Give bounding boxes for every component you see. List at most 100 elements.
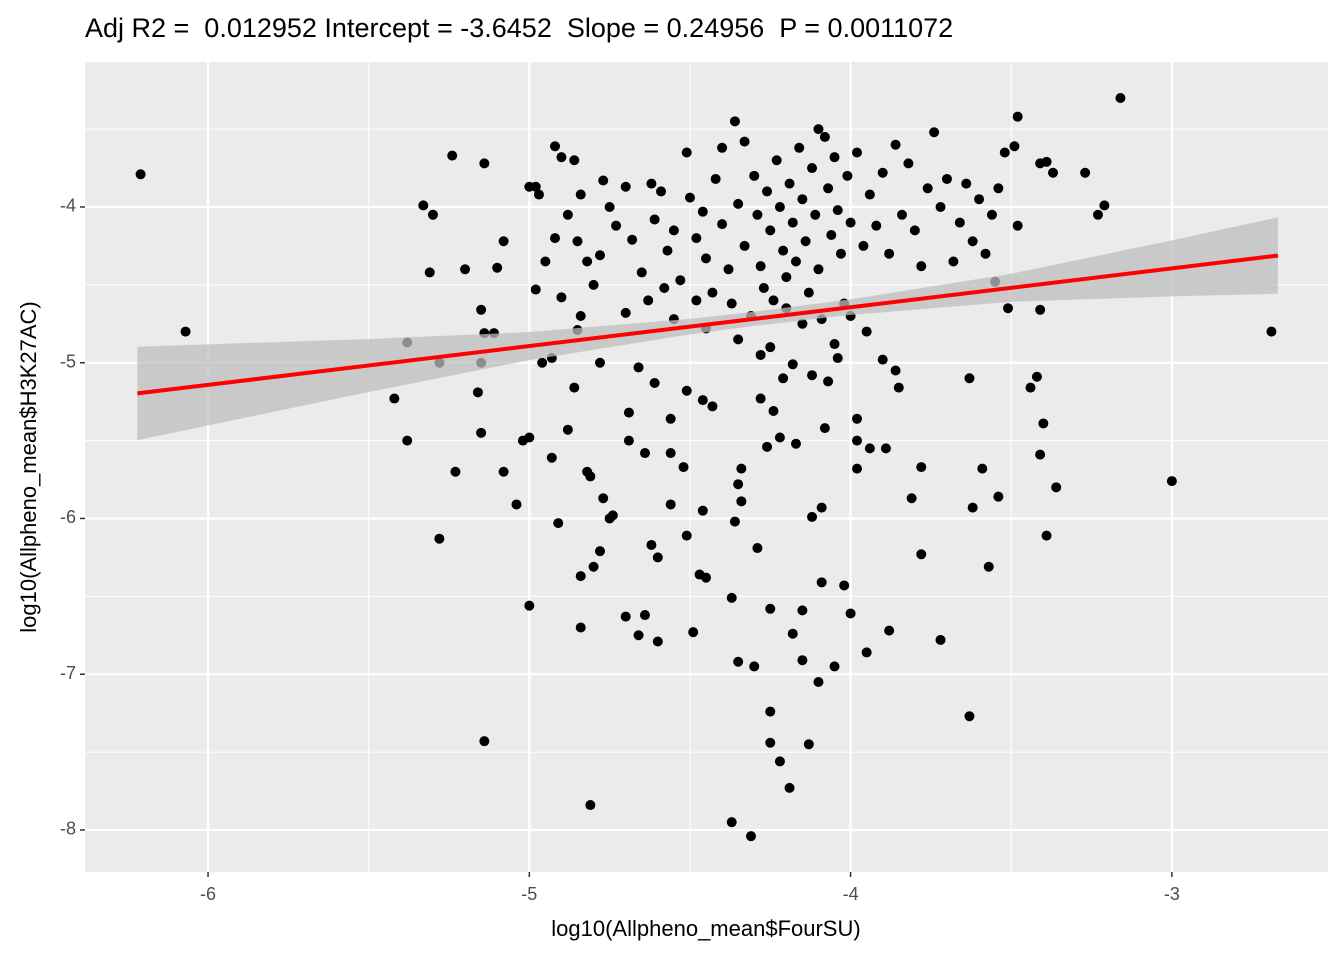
- point: [697, 505, 708, 516]
- point: [665, 448, 676, 459]
- point: [180, 326, 191, 337]
- point: [707, 401, 718, 412]
- point: [790, 438, 801, 449]
- point: [701, 572, 712, 583]
- point: [768, 295, 779, 306]
- point: [784, 782, 795, 793]
- point: [585, 471, 596, 482]
- point: [665, 413, 676, 424]
- point: [768, 406, 779, 417]
- point: [829, 339, 840, 350]
- point: [733, 198, 744, 209]
- y-tick-label: -4: [60, 196, 76, 216]
- point: [896, 209, 907, 220]
- point: [884, 248, 895, 259]
- point: [733, 656, 744, 667]
- y-tick-label: -8: [60, 819, 76, 839]
- point: [839, 580, 850, 591]
- point: [755, 349, 766, 360]
- point: [697, 395, 708, 406]
- point: [999, 147, 1010, 158]
- x-tick-label: -4: [843, 884, 859, 904]
- point: [427, 209, 438, 220]
- point: [977, 463, 988, 474]
- point: [890, 365, 901, 376]
- point: [807, 163, 818, 174]
- point: [816, 577, 827, 588]
- point: [575, 189, 586, 200]
- point: [479, 158, 490, 169]
- point: [884, 625, 895, 636]
- point: [594, 357, 605, 368]
- point: [675, 275, 686, 286]
- point: [550, 233, 561, 244]
- point: [797, 318, 808, 329]
- point: [964, 711, 975, 722]
- point: [964, 373, 975, 384]
- point: [623, 407, 634, 418]
- point: [909, 225, 920, 236]
- point: [935, 634, 946, 645]
- point: [916, 549, 927, 560]
- point: [524, 181, 535, 192]
- point: [1012, 111, 1023, 122]
- point: [845, 217, 856, 228]
- point: [649, 377, 660, 388]
- point: [569, 382, 580, 393]
- point: [662, 245, 673, 256]
- point: [575, 622, 586, 633]
- point: [755, 261, 766, 272]
- point: [598, 175, 609, 186]
- point: [1003, 303, 1014, 314]
- point: [864, 189, 875, 200]
- point: [585, 800, 596, 811]
- point: [993, 183, 1004, 194]
- point: [450, 466, 461, 477]
- point: [986, 209, 997, 220]
- point: [877, 167, 888, 178]
- point: [668, 225, 679, 236]
- point: [646, 178, 657, 189]
- point: [736, 463, 747, 474]
- point: [765, 342, 776, 353]
- point: [739, 136, 750, 147]
- point: [681, 147, 692, 158]
- point: [1051, 482, 1062, 493]
- point: [1035, 449, 1046, 460]
- point: [1038, 418, 1049, 429]
- point: [684, 192, 695, 203]
- point: [556, 292, 567, 303]
- point: [460, 264, 471, 275]
- point: [569, 155, 580, 166]
- point: [736, 496, 747, 507]
- point: [807, 370, 818, 381]
- point: [758, 282, 769, 293]
- point: [636, 267, 647, 278]
- point: [659, 282, 670, 293]
- point: [524, 600, 535, 611]
- point: [922, 183, 933, 194]
- point: [688, 627, 699, 638]
- point: [829, 152, 840, 163]
- x-tick-label: -5: [521, 884, 537, 904]
- point: [649, 214, 660, 225]
- point: [880, 443, 891, 454]
- point: [656, 186, 667, 197]
- point: [733, 334, 744, 345]
- point: [1041, 530, 1052, 541]
- point: [755, 393, 766, 404]
- point: [623, 435, 634, 446]
- point: [572, 236, 583, 247]
- point: [765, 603, 776, 614]
- point: [517, 435, 528, 446]
- point: [639, 448, 650, 459]
- point: [819, 423, 830, 434]
- point: [594, 546, 605, 557]
- point: [701, 253, 712, 264]
- point: [877, 354, 888, 365]
- fit-line: [137, 253, 1279, 396]
- point: [1009, 141, 1020, 152]
- point: [797, 655, 808, 666]
- point: [550, 141, 561, 152]
